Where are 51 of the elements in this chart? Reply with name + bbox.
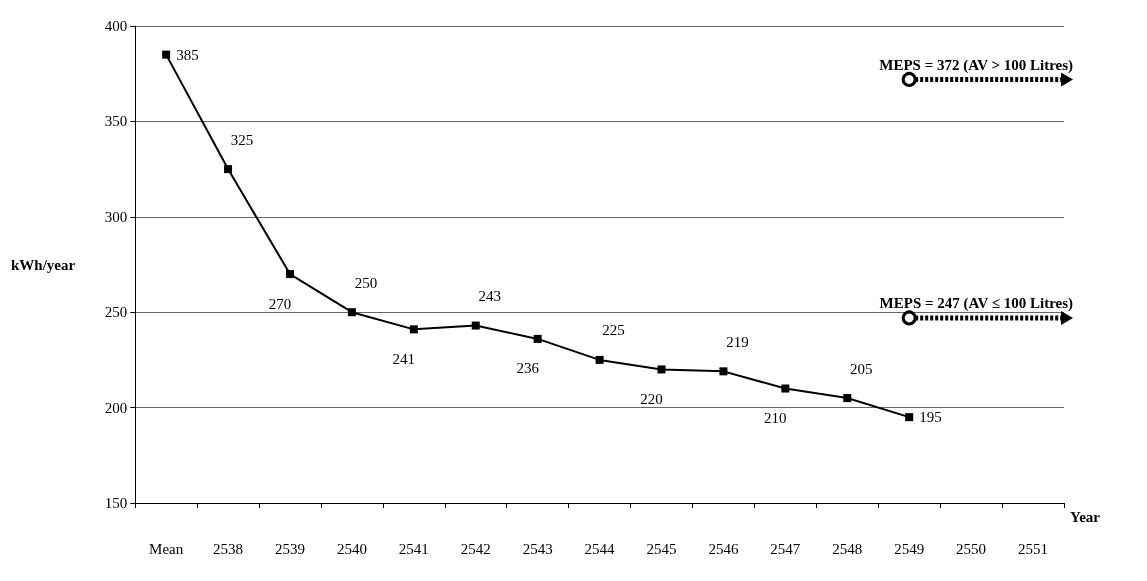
point <box>719 367 728 376</box>
x-tick-label: 2538 <box>213 540 244 557</box>
data-label: 195 <box>919 409 942 426</box>
point <box>843 394 852 403</box>
data-label: 220 <box>640 390 663 407</box>
data-label: 219 <box>726 333 749 350</box>
x-tick-label: Mean <box>149 540 184 557</box>
y-tick-label: 400 <box>104 18 128 34</box>
x-tick-label: 2551 <box>1018 540 1049 557</box>
data-label: 241 <box>392 350 416 367</box>
x-tick-label: 2540 <box>336 540 367 557</box>
y-tick-label: 150 <box>104 495 128 511</box>
data-label: 250 <box>354 274 378 291</box>
data-label: 385 <box>176 46 199 63</box>
data-label: 325 <box>230 131 254 148</box>
point <box>162 50 171 59</box>
x-tick-label: 2545 <box>646 540 677 557</box>
point <box>781 384 790 393</box>
point <box>533 334 542 343</box>
data-label: 225 <box>602 322 625 339</box>
y-tick-label: 300 <box>104 208 128 225</box>
point <box>657 365 666 374</box>
y-tick-label: 350 <box>104 113 128 130</box>
data-label: 205 <box>850 360 873 377</box>
x-tick-label: 2541 <box>398 540 429 557</box>
x-tick-label: 2549 <box>894 540 925 557</box>
point <box>285 270 294 279</box>
point <box>471 321 480 330</box>
point <box>409 325 418 334</box>
x-axis-title: Year <box>1070 508 1101 525</box>
y-axis-title: kWh/year <box>11 256 76 273</box>
x-tick-label: 2539 <box>274 540 305 557</box>
x-tick-label: 2543 <box>522 540 553 557</box>
point <box>595 355 604 364</box>
data-label: 236 <box>516 360 540 377</box>
x-tick-label: 2550 <box>956 540 987 557</box>
point <box>224 165 233 174</box>
x-tick-label: 2547 <box>770 540 801 557</box>
point <box>905 413 914 422</box>
x-tick-label: 2542 <box>460 540 491 557</box>
y-tick-label: 200 <box>104 399 128 416</box>
data-label: 210 <box>764 410 787 427</box>
data-label: 270 <box>268 295 292 312</box>
x-tick-label: 2544 <box>584 540 616 557</box>
annotation: MEPS = 372 (AV > 100 Litres) <box>879 56 1074 74</box>
x-tick-label: 2546 <box>708 540 739 557</box>
data-label: 243 <box>478 288 501 305</box>
point <box>347 308 356 317</box>
x-tick-label: 2548 <box>832 540 863 557</box>
annotation: MEPS = 247 (AV ≤ 100 Litres) <box>879 295 1074 313</box>
y-tick-label: 250 <box>104 304 128 321</box>
